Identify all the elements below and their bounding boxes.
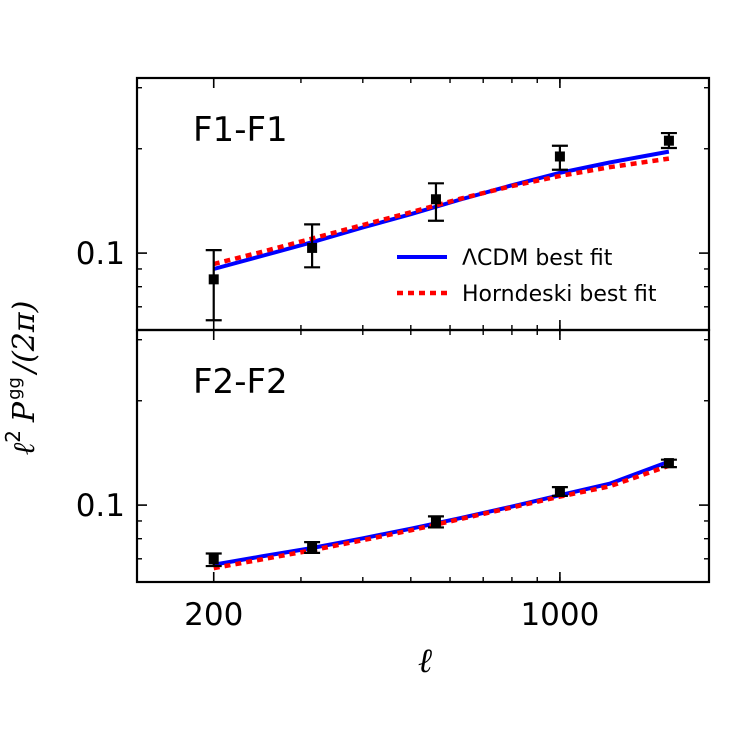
data-point — [663, 458, 674, 469]
series-line-horndeski — [213, 463, 670, 571]
x-tick-label: 1000 — [520, 597, 599, 633]
data-point — [554, 486, 565, 497]
y-tick-label: 0.1 — [76, 488, 125, 524]
y-label-base: ℓ — [7, 442, 42, 455]
data-point — [430, 516, 441, 527]
data-point — [307, 542, 318, 553]
y-axis-label: ℓ2 Pgg/(2π) — [1, 301, 42, 456]
y-label-superscript: gg — [4, 377, 25, 400]
data-point — [208, 274, 219, 285]
panel-label: F2-F2 — [193, 362, 288, 402]
legend-label-lcdm: ΛCDM best fit — [462, 246, 613, 271]
y-label-symbol: P — [7, 401, 42, 423]
legend: ΛCDM best fit Horndeski best fit — [397, 246, 657, 307]
svg-text:ℓ2Pgg/(2π): ℓ2 Pgg/(2π) — [1, 301, 42, 456]
panel-f2-f2: 0.1 F2-F2 — [76, 328, 711, 584]
panel-label: F1-F1 — [193, 110, 288, 150]
data-point — [430, 194, 441, 205]
y-label-rest: /(2π) — [7, 301, 42, 376]
panel-frame — [135, 328, 711, 584]
series-line-lcdm — [213, 459, 670, 567]
y-tick-label: 0.1 — [76, 236, 125, 272]
x-tick-label: 200 — [184, 597, 243, 633]
y-label-power: 2 — [1, 430, 25, 443]
panel-f1-f1: 0.1 F1-F1 — [76, 76, 711, 332]
x-axis-label: ℓ — [418, 641, 432, 681]
legend-label-horndeski: Horndeski best fit — [462, 282, 657, 307]
data-point — [208, 554, 219, 565]
data-point — [307, 242, 318, 253]
data-point — [663, 135, 674, 146]
data-point — [554, 151, 565, 162]
